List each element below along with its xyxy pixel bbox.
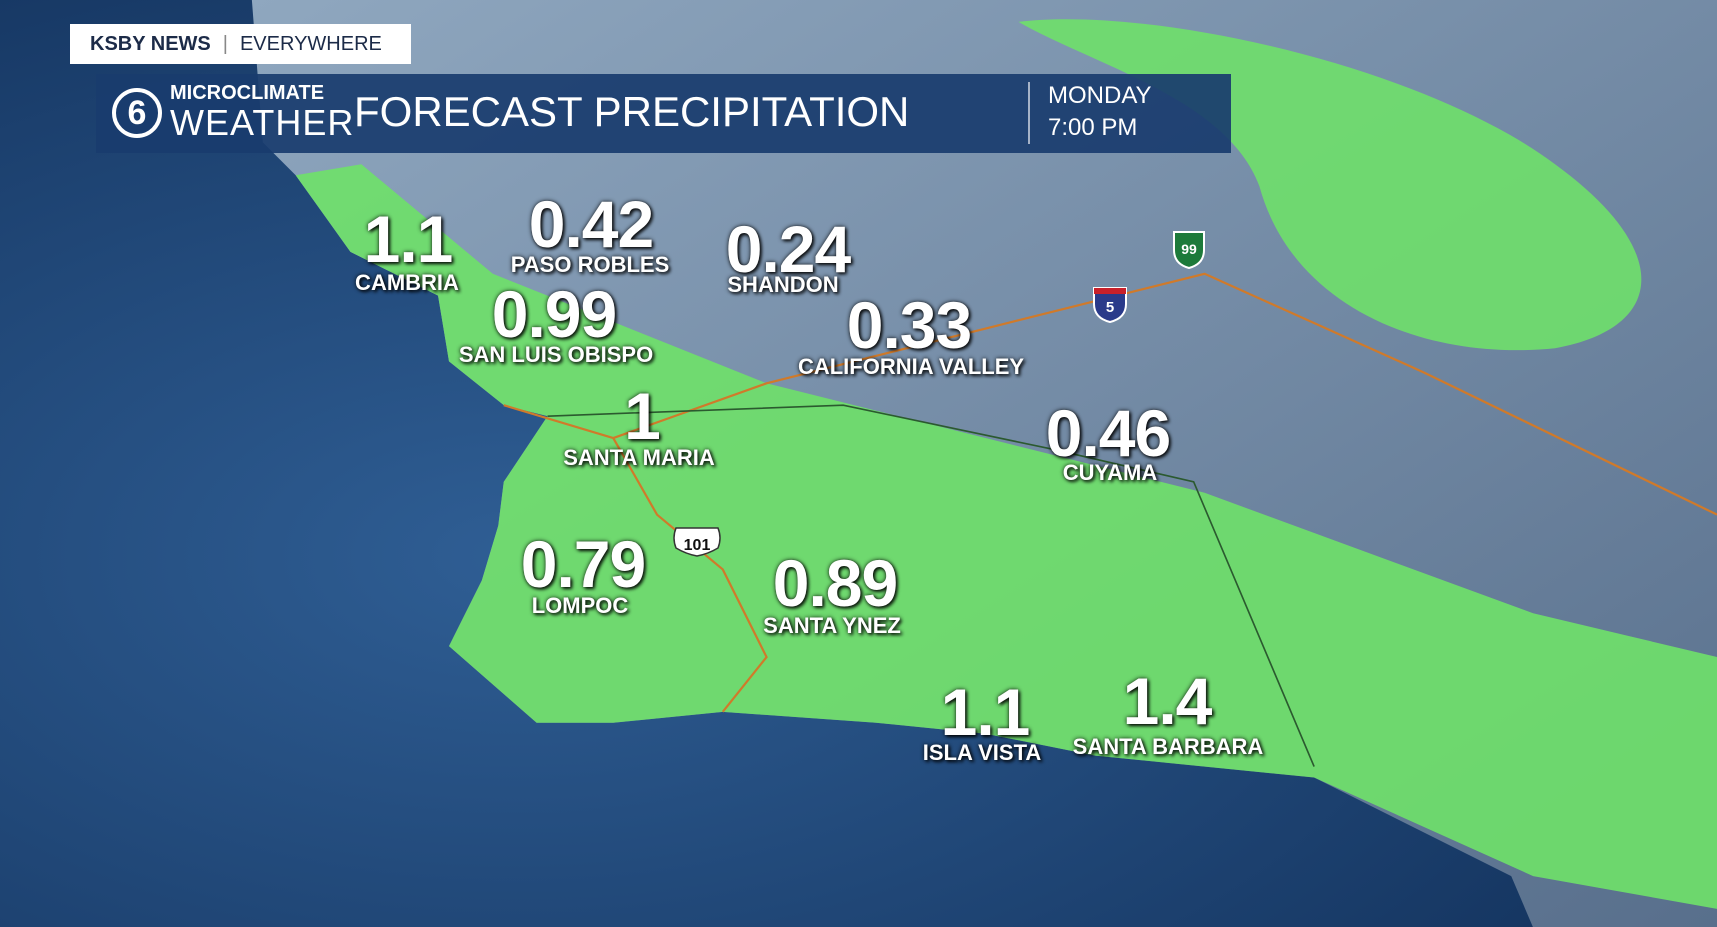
location-name: CUYAMA [1062, 460, 1158, 485]
shield-101: 101 [673, 527, 721, 557]
precip-value: 1 [624, 379, 661, 453]
brand-tab: KSBY NEWS | EVERYWHERE [70, 24, 411, 64]
location-name: SHANDON [727, 272, 839, 297]
precip-value: 0.42 [528, 187, 654, 261]
location-name: PASO ROBLES [510, 252, 670, 277]
location-name: LOMPOC [531, 593, 629, 618]
precip-value: 0.33 [846, 288, 972, 362]
shield-99: 99 [1173, 231, 1205, 270]
brand: KSBY NEWS [90, 32, 211, 55]
shield-5: 5 [1093, 287, 1127, 324]
logo-top: MICROCLIMATE [170, 82, 325, 104]
shield-label: 101 [684, 537, 711, 554]
location-name: CAMBRIA [355, 270, 459, 295]
location-name: SANTA BARBARA [1072, 734, 1264, 759]
tagline: EVERYWHERE [239, 32, 382, 55]
precip-area [1018, 19, 1642, 351]
precip-value: 0.89 [772, 546, 898, 620]
time: 7:00 PM [1048, 114, 1138, 141]
precip-value: 0.99 [491, 277, 617, 351]
precip-value: 0.46 [1045, 396, 1171, 470]
shield-label: 5 [1106, 299, 1114, 316]
title: FORECAST PRECIPITATION [354, 88, 910, 135]
day: MONDAY [1048, 82, 1152, 109]
location-name: SAN LUIS OBISPO [458, 342, 654, 367]
precip-area [295, 164, 1717, 909]
precip-value: 1.1 [363, 202, 454, 276]
county-line [547, 404, 1315, 767]
location-name: SANTA YNEZ [763, 613, 901, 638]
precip-value: 1.4 [1122, 664, 1213, 738]
logo-mark: 6 [112, 88, 162, 138]
precip-value: 0.79 [520, 527, 646, 601]
shield-label: 99 [1181, 241, 1197, 257]
precip-value: 1.1 [940, 675, 1031, 749]
location-name: SANTA MARIA [563, 445, 715, 470]
terrain [251, 0, 1717, 927]
location-name: CALIFORNIA VALLEY [797, 354, 1025, 379]
location-name: ISLA VISTA [922, 740, 1042, 765]
logo-bottom: WEATHER [170, 102, 355, 143]
precip-value: 0.24 [725, 212, 851, 286]
title-bar: 6 MICROCLIMATE WEATHER FORECAST PRECIPIT… [96, 74, 1231, 153]
